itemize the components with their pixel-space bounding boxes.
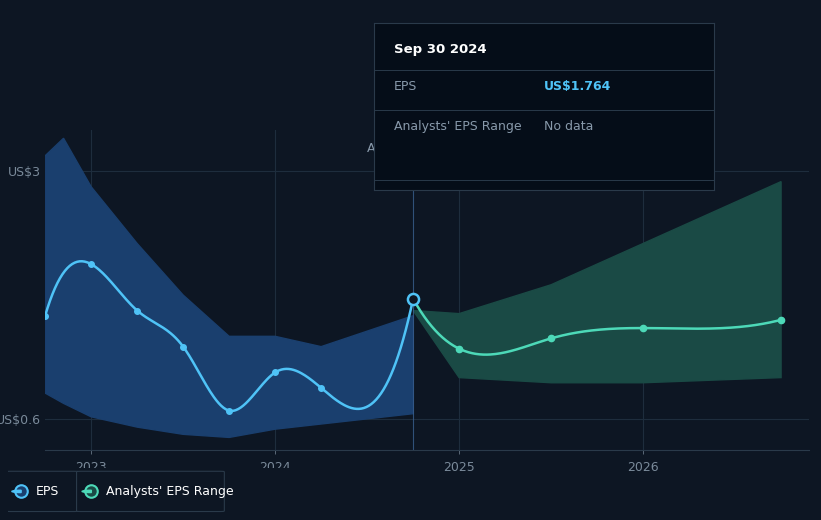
Text: Analysts' EPS Range: Analysts' EPS Range — [106, 485, 234, 498]
Polygon shape — [45, 138, 413, 437]
Text: Analysts' EPS Range: Analysts' EPS Range — [394, 120, 521, 133]
Text: EPS: EPS — [394, 80, 417, 93]
Wedge shape — [12, 490, 21, 492]
Polygon shape — [413, 181, 781, 383]
Text: No data: No data — [544, 120, 594, 133]
FancyBboxPatch shape — [76, 471, 224, 512]
Text: Analysts Forecasts: Analysts Forecasts — [420, 142, 537, 155]
Wedge shape — [82, 490, 91, 492]
Text: Sep 30 2024: Sep 30 2024 — [394, 43, 487, 56]
Text: US$1.764: US$1.764 — [544, 80, 612, 93]
Text: Actual: Actual — [366, 142, 406, 155]
FancyBboxPatch shape — [7, 471, 79, 512]
Text: EPS: EPS — [36, 485, 59, 498]
